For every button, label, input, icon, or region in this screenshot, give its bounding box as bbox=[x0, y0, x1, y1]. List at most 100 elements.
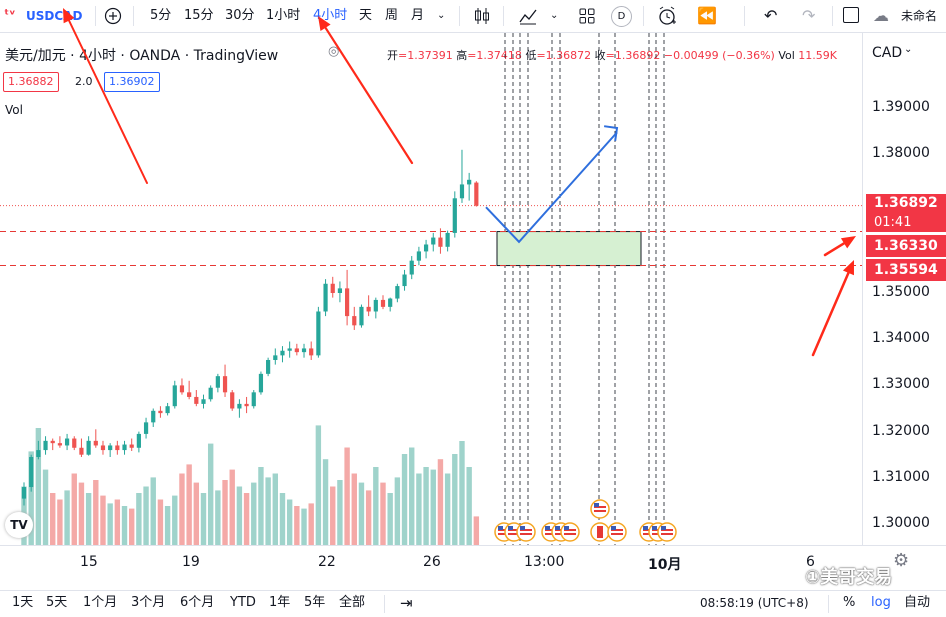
interval-1h[interactable]: 1小时 bbox=[266, 8, 301, 23]
alarm-clock-icon[interactable] bbox=[656, 5, 678, 27]
annotation-arrow-level-lower-head bbox=[842, 260, 854, 276]
us-flag-canton bbox=[555, 526, 560, 530]
candle-body bbox=[352, 316, 357, 326]
range-5y[interactable]: 5年 bbox=[304, 595, 326, 610]
chevron-down-icon[interactable]: ⌄ bbox=[904, 44, 913, 55]
price-tick-label: 1.33000 bbox=[872, 376, 930, 393]
volume-bar bbox=[107, 503, 113, 545]
undo-icon[interactable]: ↶ bbox=[764, 6, 778, 25]
annotation-arrow-level-upper bbox=[823, 242, 846, 257]
tradingview-logo-icon[interactable]: TV bbox=[5, 512, 33, 538]
interval-30m[interactable]: 30分 bbox=[225, 8, 255, 23]
candle-body bbox=[237, 403, 242, 409]
volume-bar bbox=[129, 508, 135, 545]
range-ytd[interactable]: YTD bbox=[230, 595, 256, 610]
chevron-down-icon[interactable]: ⌄ bbox=[550, 10, 559, 21]
bid-price-button[interactable]: 1.36882 bbox=[3, 72, 59, 92]
volume-bar bbox=[301, 508, 307, 545]
low-label: 低 bbox=[525, 49, 537, 62]
divider bbox=[459, 6, 460, 26]
open-value: =1.37391 bbox=[398, 49, 453, 62]
log-toggle[interactable]: log bbox=[871, 595, 891, 610]
price-tick-label: 1.31000 bbox=[872, 468, 930, 485]
candle-style-icon[interactable] bbox=[472, 6, 492, 26]
volume-bar bbox=[473, 516, 480, 545]
range-5d[interactable]: 5天 bbox=[46, 595, 68, 610]
candle-body bbox=[309, 348, 314, 356]
redo-icon[interactable]: ↷ bbox=[802, 6, 816, 25]
canada-flag-icon bbox=[597, 526, 603, 538]
spread-value: 2.0 bbox=[75, 75, 93, 88]
gear-icon[interactable]: ⚙ bbox=[893, 550, 910, 571]
eye-icon[interactable]: ◎ bbox=[328, 44, 340, 59]
us-flag-stripe bbox=[611, 533, 623, 535]
candle-body bbox=[467, 179, 472, 185]
interval-month[interactable]: 月 bbox=[411, 8, 425, 23]
divider bbox=[133, 6, 134, 26]
volume-bar bbox=[423, 467, 429, 545]
range-6m[interactable]: 6个月 bbox=[180, 595, 215, 610]
candle-body bbox=[93, 440, 98, 446]
cloud-icon[interactable]: ☁ bbox=[873, 6, 889, 25]
us-flag-stripe bbox=[545, 529, 557, 531]
layout-name[interactable]: 未命名 bbox=[901, 9, 938, 23]
candle-body bbox=[359, 306, 364, 326]
candle-body bbox=[266, 359, 271, 374]
chevron-down-icon[interactable]: ⌄ bbox=[437, 10, 446, 21]
candle-body bbox=[431, 237, 436, 245]
currency-selector[interactable]: CAD bbox=[872, 45, 903, 61]
us-flag-stripe bbox=[564, 533, 576, 535]
divider bbox=[384, 595, 385, 613]
time-label: 15 bbox=[80, 554, 98, 570]
volume-bar bbox=[344, 447, 350, 545]
divider bbox=[503, 6, 504, 26]
volume-bar bbox=[215, 490, 221, 545]
auto-toggle[interactable]: 自动 bbox=[904, 595, 931, 610]
volume-bar bbox=[78, 482, 85, 545]
level-upper-tag: 1.36330 bbox=[866, 235, 946, 257]
candle-body bbox=[115, 445, 120, 451]
candle-body bbox=[395, 286, 400, 299]
interval-5m[interactable]: 5分 bbox=[150, 8, 172, 23]
volume-bar bbox=[387, 493, 393, 545]
volume-bar bbox=[308, 503, 314, 545]
interval-week[interactable]: 周 bbox=[385, 8, 399, 23]
layout-grid-icon[interactable] bbox=[578, 7, 596, 25]
volume-bar bbox=[416, 473, 422, 545]
interval-day[interactable]: 天 bbox=[359, 8, 373, 23]
goto-date-icon[interactable]: ⇥ bbox=[400, 594, 413, 612]
interval-15m[interactable]: 15分 bbox=[184, 8, 214, 23]
volume-bar bbox=[258, 467, 264, 545]
symbol-logo-icon: ᵗᵛ bbox=[4, 8, 16, 23]
range-1d[interactable]: 1天 bbox=[12, 595, 34, 610]
percent-toggle[interactable]: % bbox=[843, 595, 856, 610]
volume-bar bbox=[265, 477, 271, 545]
indicators-icon[interactable] bbox=[518, 6, 538, 26]
range-3m[interactable]: 3个月 bbox=[131, 595, 166, 610]
divider bbox=[832, 6, 833, 26]
candle-body bbox=[459, 184, 465, 199]
range-all[interactable]: 全部 bbox=[339, 595, 366, 610]
candle-body bbox=[423, 244, 429, 252]
volume-bar bbox=[71, 473, 77, 545]
annotation-arrow-level-upper-head bbox=[840, 236, 856, 249]
compare-add-icon[interactable] bbox=[104, 7, 122, 25]
range-1y[interactable]: 1年 bbox=[269, 595, 291, 610]
candle-body bbox=[50, 440, 55, 444]
candle-body bbox=[179, 385, 185, 393]
candle-body bbox=[64, 438, 70, 446]
range-1m[interactable]: 1个月 bbox=[83, 595, 118, 610]
last-price-value: 1.36892 bbox=[874, 195, 938, 211]
clock-time[interactable]: 08:58:19 (UTC+8) bbox=[700, 596, 809, 610]
candle-body bbox=[388, 298, 393, 307]
us-flag-stripe bbox=[661, 533, 673, 535]
ask-price-button[interactable]: 1.36902 bbox=[104, 72, 160, 92]
d-circle-button[interactable]: D bbox=[611, 6, 632, 27]
replay-icon[interactable]: ⏪ bbox=[697, 6, 717, 25]
fullscreen-icon[interactable] bbox=[843, 7, 859, 23]
candle-body bbox=[330, 283, 335, 293]
us-flag-stripe bbox=[508, 533, 520, 535]
us-flag-stripe bbox=[520, 533, 532, 535]
us-flag-canton bbox=[508, 526, 513, 530]
